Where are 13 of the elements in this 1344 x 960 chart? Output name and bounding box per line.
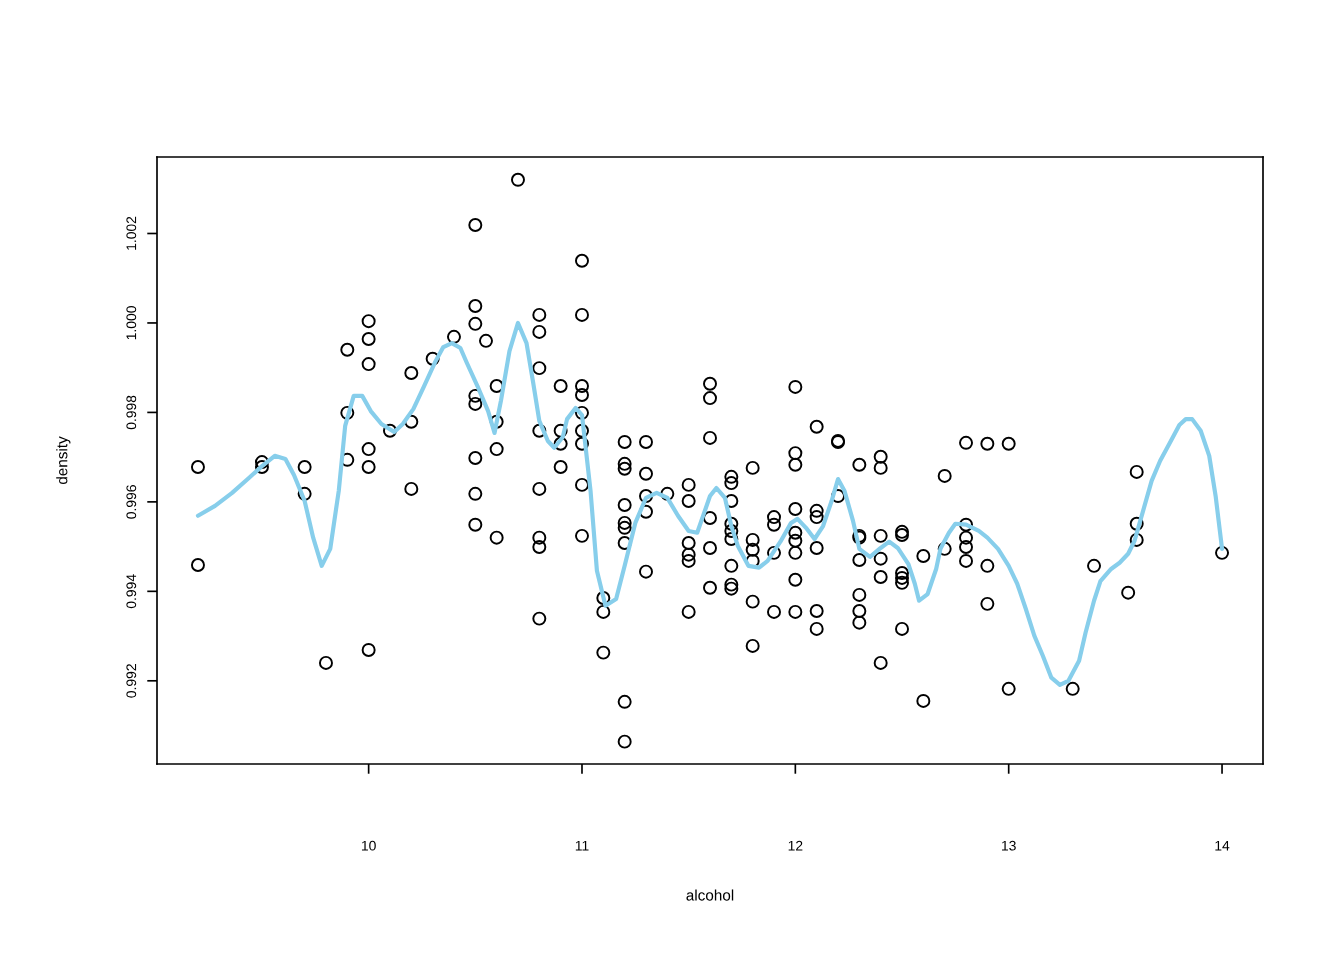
y-tick-label: 0.994 [126,574,137,609]
y-tick-label: 0.996 [126,485,137,519]
x-tick-label: 10 [361,840,376,851]
y-axis-title: density [56,436,71,485]
y-tick-label: 0.998 [126,395,137,430]
x-axis-title: alcohol [686,889,734,901]
x-tick-label: 11 [575,840,589,851]
x-tick-label: 12 [788,840,803,851]
y-tick-label: 1.002 [126,216,137,250]
x-tick-label: 13 [1002,840,1016,851]
y-tick-label: 0.992 [126,664,137,698]
y-tick-label: 1.000 [126,306,137,340]
x-tick-label: 14 [1215,840,1230,851]
